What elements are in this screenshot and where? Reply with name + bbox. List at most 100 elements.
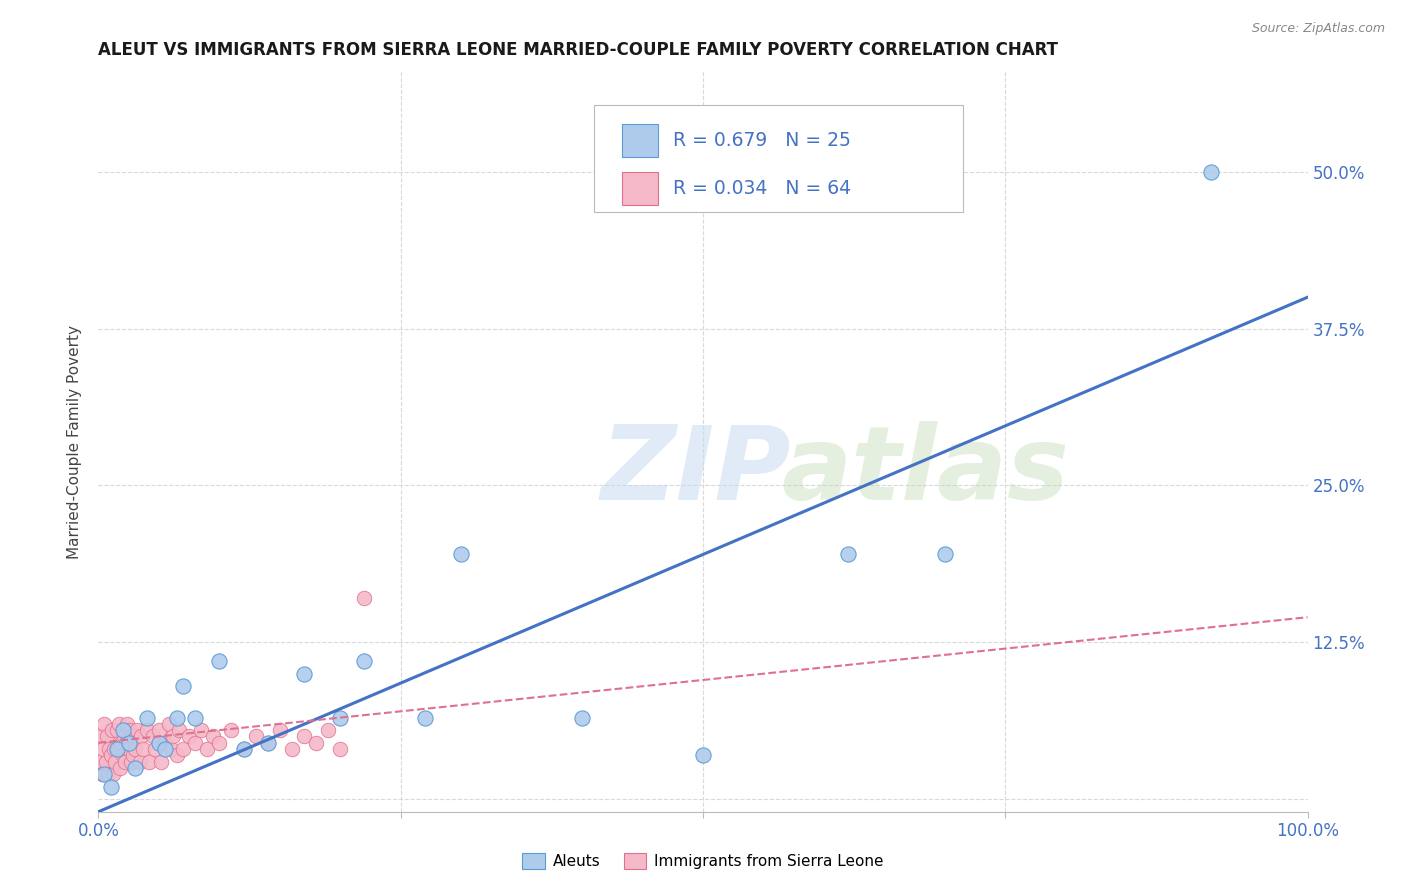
Point bbox=[195, 742, 218, 756]
Text: atlas: atlas bbox=[782, 421, 1070, 522]
FancyBboxPatch shape bbox=[621, 124, 658, 157]
Point bbox=[166, 748, 188, 763]
Point bbox=[98, 742, 121, 756]
Point bbox=[118, 723, 141, 738]
Point bbox=[269, 723, 291, 738]
Point bbox=[97, 767, 120, 781]
Point bbox=[110, 736, 132, 750]
Point bbox=[105, 723, 128, 738]
Point bbox=[571, 710, 593, 724]
Point bbox=[122, 748, 145, 763]
Y-axis label: Married-Couple Family Poverty: Married-Couple Family Poverty bbox=[67, 325, 83, 558]
Point bbox=[115, 736, 138, 750]
Point bbox=[837, 548, 859, 562]
Point bbox=[232, 742, 254, 756]
Point bbox=[1199, 165, 1222, 179]
Point bbox=[353, 591, 375, 606]
Point bbox=[166, 710, 188, 724]
Point bbox=[184, 710, 207, 724]
Point bbox=[232, 742, 254, 756]
Point bbox=[124, 761, 146, 775]
Point bbox=[179, 730, 201, 744]
Point bbox=[329, 742, 352, 756]
Text: R = 0.034   N = 64: R = 0.034 N = 64 bbox=[672, 178, 851, 198]
Point bbox=[353, 654, 375, 668]
Point bbox=[208, 654, 231, 668]
Point bbox=[157, 717, 180, 731]
Point bbox=[100, 748, 122, 763]
Point bbox=[150, 755, 173, 769]
Point bbox=[172, 679, 194, 693]
Point bbox=[208, 736, 231, 750]
Point bbox=[105, 742, 128, 756]
Point bbox=[118, 736, 141, 750]
Point bbox=[96, 730, 118, 744]
Point bbox=[221, 723, 243, 738]
Point bbox=[120, 755, 142, 769]
Point bbox=[104, 755, 127, 769]
Text: R = 0.679   N = 25: R = 0.679 N = 25 bbox=[672, 131, 851, 150]
Point bbox=[111, 748, 134, 763]
Point bbox=[148, 723, 170, 738]
Point bbox=[256, 736, 278, 750]
Point bbox=[281, 742, 304, 756]
Point bbox=[101, 767, 124, 781]
Point bbox=[160, 742, 183, 756]
Point bbox=[256, 736, 278, 750]
Point bbox=[292, 666, 315, 681]
Point bbox=[692, 748, 714, 763]
Point bbox=[202, 730, 225, 744]
Point bbox=[142, 730, 165, 744]
Point bbox=[153, 736, 176, 750]
Point bbox=[124, 742, 146, 756]
Point bbox=[118, 742, 141, 756]
Point bbox=[135, 723, 157, 738]
Point bbox=[169, 723, 191, 738]
Point bbox=[190, 723, 212, 738]
Point bbox=[94, 755, 117, 769]
Point bbox=[108, 717, 131, 731]
Point bbox=[162, 730, 184, 744]
Point bbox=[132, 742, 155, 756]
Point bbox=[108, 761, 131, 775]
Point bbox=[450, 548, 472, 562]
Point bbox=[128, 755, 150, 769]
Point bbox=[100, 780, 122, 794]
Point bbox=[413, 710, 436, 724]
Point bbox=[93, 767, 115, 781]
Point bbox=[148, 736, 170, 750]
Point bbox=[138, 755, 160, 769]
Point bbox=[135, 710, 157, 724]
Text: Source: ZipAtlas.com: Source: ZipAtlas.com bbox=[1251, 22, 1385, 36]
Point bbox=[89, 755, 111, 769]
FancyBboxPatch shape bbox=[621, 172, 658, 204]
Point bbox=[153, 742, 176, 756]
Text: ZIP: ZIP bbox=[600, 421, 790, 522]
Point bbox=[103, 742, 125, 756]
Point bbox=[129, 730, 152, 744]
Point bbox=[292, 730, 315, 744]
Point bbox=[112, 730, 135, 744]
Point bbox=[127, 723, 149, 738]
Point bbox=[121, 730, 143, 744]
Point bbox=[316, 723, 339, 738]
Point bbox=[107, 742, 129, 756]
Point bbox=[90, 730, 112, 744]
Point bbox=[329, 710, 352, 724]
Point bbox=[100, 723, 122, 738]
Legend: Aleuts, Immigrants from Sierra Leone: Aleuts, Immigrants from Sierra Leone bbox=[516, 847, 890, 875]
Point bbox=[114, 755, 136, 769]
Point bbox=[245, 730, 267, 744]
Point bbox=[934, 548, 956, 562]
Point bbox=[91, 742, 114, 756]
Point bbox=[184, 736, 207, 750]
Point bbox=[172, 742, 194, 756]
Point bbox=[93, 717, 115, 731]
Text: ALEUT VS IMMIGRANTS FROM SIERRA LEONE MARRIED-COUPLE FAMILY POVERTY CORRELATION : ALEUT VS IMMIGRANTS FROM SIERRA LEONE MA… bbox=[98, 41, 1059, 59]
Point bbox=[117, 717, 139, 731]
Point bbox=[305, 736, 328, 750]
FancyBboxPatch shape bbox=[595, 104, 963, 212]
Point bbox=[143, 742, 166, 756]
Point bbox=[111, 723, 134, 738]
Point bbox=[91, 767, 114, 781]
